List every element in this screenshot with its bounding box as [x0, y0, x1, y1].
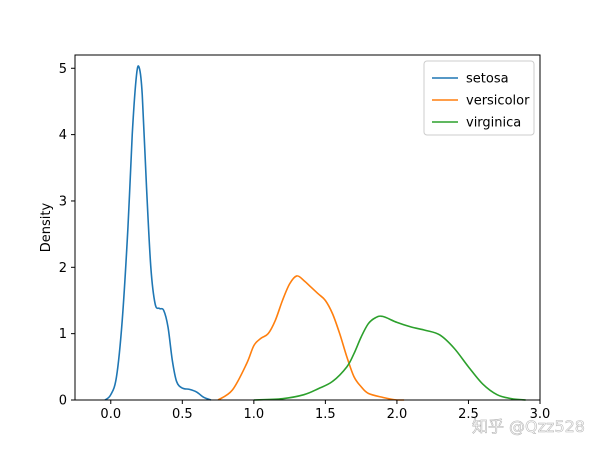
- legend-label-versicolor: versicolor: [466, 94, 530, 109]
- x-axis-ticks: 0.0 0.5 1.0 1.5 2.0 2.5 3.0: [100, 400, 550, 422]
- x-tick-label: 2.0: [387, 407, 408, 422]
- y-tick-label: 3: [59, 194, 67, 209]
- series-line-versicolor: [217, 275, 405, 401]
- x-tick-label: 0.5: [172, 407, 193, 422]
- y-tick-label: 4: [59, 128, 67, 143]
- y-tick-label: 2: [59, 261, 67, 276]
- axes-frame: [74, 54, 541, 401]
- y-axis-ticks: 0 1 2 3 4 5: [59, 62, 75, 409]
- x-tick-label: 1.0: [244, 407, 265, 422]
- legend-box: [423, 60, 535, 136]
- legend-label-setosa: setosa: [466, 72, 509, 87]
- watermark-text: 知乎 @Qzz528: [472, 417, 585, 436]
- x-tick-label: 3.0: [530, 407, 551, 422]
- legend-label-virginica: virginica: [466, 116, 521, 131]
- y-tick-label: 1: [59, 327, 67, 342]
- y-tick-label: 0: [59, 394, 67, 409]
- legend: setosa versicolor virginica: [423, 60, 535, 136]
- plot-area: [104, 65, 526, 401]
- series-line-virginica: [253, 315, 526, 401]
- y-axis-label: Density: [39, 202, 54, 252]
- x-tick-label: 2.5: [458, 407, 479, 422]
- x-tick-label: 1.5: [315, 407, 336, 422]
- y-tick-label: 5: [59, 62, 67, 77]
- series-line-setosa: [104, 65, 212, 401]
- x-tick-label: 0.0: [100, 407, 121, 422]
